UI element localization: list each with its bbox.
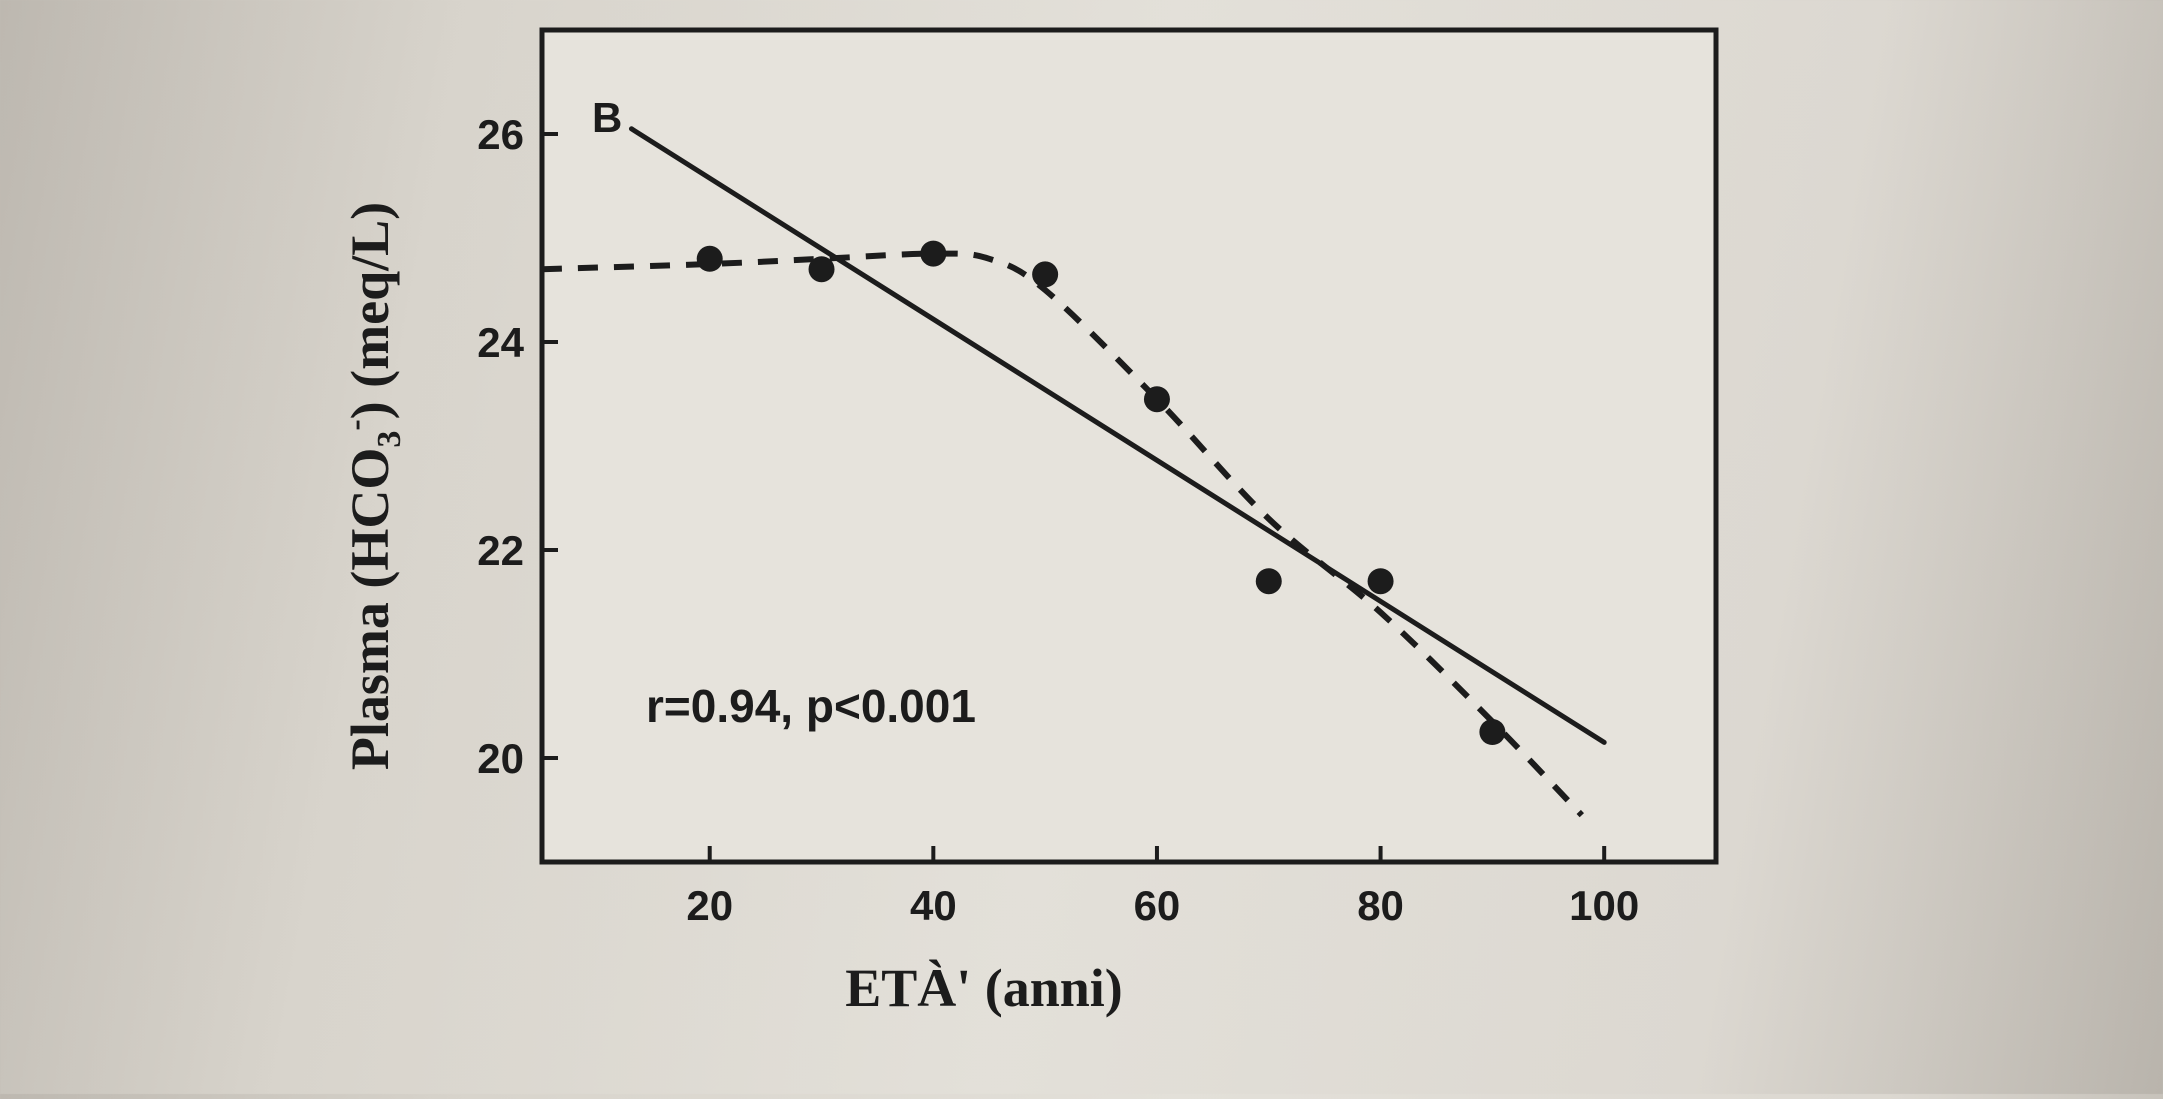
y-tick-label: 24	[477, 319, 524, 366]
x-tick-label: 80	[1357, 882, 1404, 929]
data-point	[1479, 719, 1506, 745]
data-point	[1032, 261, 1059, 288]
data-point	[1255, 568, 1282, 595]
axis-ticks: 20 40 60 80 100 20 22 24 26	[477, 111, 1639, 929]
data-points	[696, 240, 1506, 745]
plot-area	[539, 27, 1719, 865]
y-tick-label: 26	[477, 111, 524, 158]
data-point	[920, 240, 947, 267]
y-tick-label: 20	[477, 735, 524, 782]
y-axis-label: Plasma (HCO3-) (meq/L)	[337, 202, 408, 770]
data-point	[1367, 568, 1394, 595]
x-axis-label: ETÀ' (anni)	[845, 958, 1123, 1018]
x-tick-label: 60	[1134, 882, 1181, 929]
x-tick-label: 100	[1569, 882, 1639, 929]
stats-annotation: r=0.94, p<0.001	[646, 680, 976, 732]
data-point	[1143, 386, 1170, 413]
data-point	[696, 245, 723, 272]
regression-line	[628, 126, 1607, 745]
panel-label: B	[592, 94, 622, 141]
trend-lines	[541, 126, 1607, 818]
y-tick-label: 22	[477, 527, 524, 574]
x-tick-label: 40	[910, 882, 957, 929]
data-point	[808, 256, 835, 283]
x-tick-label: 20	[686, 882, 733, 929]
